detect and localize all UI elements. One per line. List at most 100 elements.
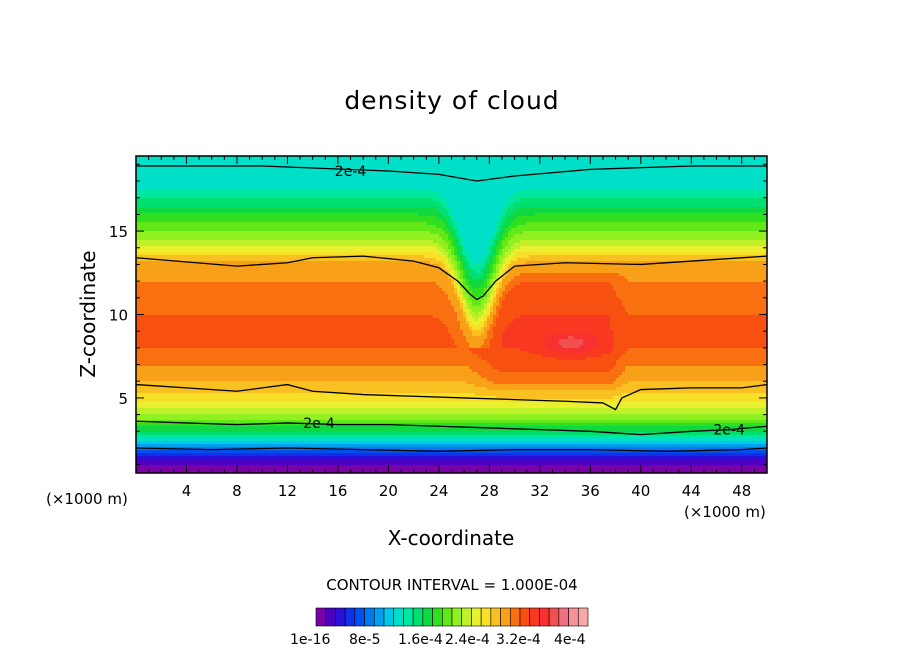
- field-cell: [703, 174, 707, 178]
- field-cell: [730, 168, 734, 172]
- field-cell: [496, 213, 500, 217]
- field-cell: [535, 168, 539, 172]
- field-cell: [763, 177, 767, 181]
- field-cell: [226, 213, 230, 217]
- field-cell: [397, 174, 401, 178]
- field-cell: [640, 195, 644, 199]
- field-cell: [730, 204, 734, 208]
- field-cell: [259, 165, 263, 169]
- field-cell: [250, 186, 254, 190]
- field-cell: [205, 225, 209, 229]
- field-cell: [139, 210, 143, 214]
- field-cell: [736, 189, 740, 193]
- field-cell: [352, 159, 356, 163]
- field-cell: [427, 186, 431, 190]
- field-cell: [382, 225, 386, 229]
- field-cell: [514, 171, 518, 175]
- field-cell: [571, 210, 575, 214]
- field-cell: [175, 165, 179, 169]
- field-cell: [403, 186, 407, 190]
- field-cell: [151, 189, 155, 193]
- field-cell: [166, 156, 170, 160]
- field-cell: [445, 156, 449, 160]
- field-cell: [238, 177, 242, 181]
- field-cell: [640, 204, 644, 208]
- field-cell: [526, 192, 530, 196]
- field-cell: [658, 171, 662, 175]
- field-cell: [259, 222, 263, 226]
- field-cell: [649, 168, 653, 172]
- field-cell: [652, 159, 656, 163]
- field-cell: [178, 189, 182, 193]
- field-cell: [565, 213, 569, 217]
- field-cell: [256, 225, 260, 229]
- field-cell: [331, 219, 335, 223]
- field-cell: [517, 183, 521, 187]
- field-cell: [244, 213, 248, 217]
- field-cell: [382, 192, 386, 196]
- field-cell: [205, 168, 209, 172]
- field-cell: [745, 180, 749, 184]
- field-cell: [706, 174, 710, 178]
- field-cell: [289, 171, 293, 175]
- field-cell: [424, 183, 428, 187]
- field-cell: [151, 180, 155, 184]
- field-cell: [145, 198, 149, 202]
- field-cell: [706, 189, 710, 193]
- field-cell: [418, 180, 422, 184]
- field-cell: [655, 189, 659, 193]
- field-cell: [292, 189, 296, 193]
- field-cell: [652, 162, 656, 166]
- field-cell: [682, 156, 686, 160]
- field-cell: [757, 171, 761, 175]
- field-cell: [745, 207, 749, 211]
- field-cell: [580, 222, 584, 226]
- field-cell: [409, 189, 413, 193]
- field-cell: [586, 171, 590, 175]
- field-cell: [340, 174, 344, 178]
- field-cell: [196, 204, 200, 208]
- field-cell: [595, 165, 599, 169]
- field-cell: [412, 210, 416, 214]
- field-cell: [214, 222, 218, 226]
- field-cell: [346, 192, 350, 196]
- field-cell: [379, 180, 383, 184]
- field-cell: [334, 198, 338, 202]
- field-cell: [703, 165, 707, 169]
- field-cell: [337, 189, 341, 193]
- field-cell: [349, 174, 353, 178]
- field-cell: [532, 225, 536, 229]
- field-cell: [676, 174, 680, 178]
- field-cell: [673, 183, 677, 187]
- field-cell: [337, 192, 341, 196]
- field-cell: [313, 198, 317, 202]
- field-cell: [400, 156, 404, 160]
- field-cell: [205, 177, 209, 181]
- field-cell: [601, 201, 605, 205]
- field-cell: [442, 165, 446, 169]
- field-cell: [739, 180, 743, 184]
- field-cell: [676, 195, 680, 199]
- field-cell: [688, 210, 692, 214]
- field-cell: [562, 207, 566, 211]
- field-cell: [349, 201, 353, 205]
- field-cell: [715, 213, 719, 217]
- field-cell: [571, 204, 575, 208]
- field-cell: [214, 159, 218, 163]
- field-cell: [670, 210, 674, 214]
- field-cell: [736, 177, 740, 181]
- field-cell: [523, 156, 527, 160]
- field-cell: [586, 216, 590, 220]
- field-cell: [622, 207, 626, 211]
- field-cell: [502, 204, 506, 208]
- field-cell: [415, 177, 419, 181]
- field-cell: [520, 213, 524, 217]
- field-cell: [673, 189, 677, 193]
- field-cell: [511, 210, 515, 214]
- field-cell: [517, 195, 521, 199]
- field-cell: [244, 201, 248, 205]
- field-cell: [328, 195, 332, 199]
- field-cell: [655, 198, 659, 202]
- field-cell: [496, 165, 500, 169]
- field-cell: [694, 189, 698, 193]
